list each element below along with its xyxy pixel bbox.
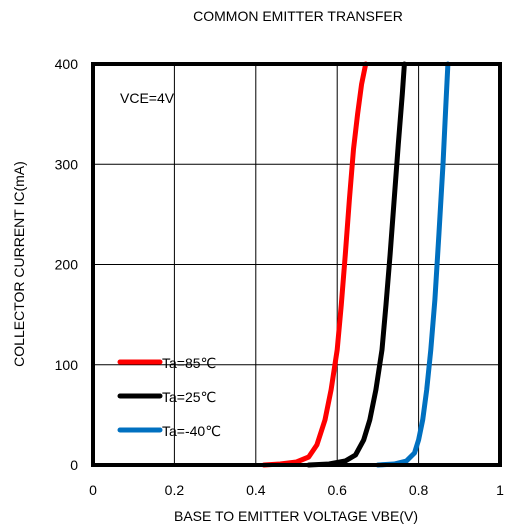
legend: Ta=85℃ Ta=25℃ Ta=-40℃ bbox=[117, 355, 221, 439]
chart-title: COMMON EMITTER TRANSFER bbox=[193, 8, 403, 24]
x-tick-label: 0.6 bbox=[327, 482, 347, 498]
x-tick-label: 1 bbox=[496, 482, 504, 498]
y-tick-labels: 0 100 200 300 400 bbox=[55, 56, 79, 473]
x-tick-label: 0 bbox=[89, 482, 97, 498]
series-layer bbox=[261, 61, 451, 468]
legend-label-0: Ta=85℃ bbox=[162, 355, 216, 371]
condition-annotation: VCE=4V bbox=[120, 90, 175, 106]
y-tick-label: 100 bbox=[55, 357, 79, 373]
x-tick-labels: 0 0.2 0.4 0.6 0.8 1 bbox=[89, 482, 504, 498]
x-tick-label: 0.2 bbox=[165, 482, 185, 498]
y-tick-label: 0 bbox=[70, 457, 78, 473]
grid-lines bbox=[93, 64, 500, 465]
series-line-1 bbox=[306, 61, 407, 468]
y-tick-label: 200 bbox=[55, 257, 79, 273]
x-tick-label: 0.8 bbox=[409, 482, 429, 498]
x-tick-label: 0.4 bbox=[246, 482, 266, 498]
plot-frame bbox=[91, 62, 502, 467]
series-line-0 bbox=[261, 61, 369, 468]
x-axis-title: BASE TO EMITTER VOLTAGE VBE(V) bbox=[174, 508, 418, 524]
legend-label-1: Ta=25℃ bbox=[162, 389, 216, 405]
legend-label-2: Ta=-40℃ bbox=[162, 423, 221, 439]
series-line-2 bbox=[375, 61, 451, 468]
y-tick-label: 400 bbox=[55, 56, 79, 72]
y-axis-title: COLLECTOR CURRENT IC(mA) bbox=[11, 161, 27, 367]
y-tick-label: 300 bbox=[55, 156, 79, 172]
